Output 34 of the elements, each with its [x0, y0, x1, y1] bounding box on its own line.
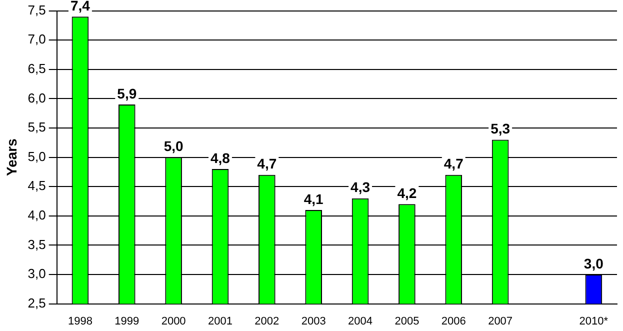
- y-tick-label: 5,0: [28, 148, 46, 164]
- y-tick-label: 3,0: [28, 266, 46, 282]
- data-label: 4,8: [210, 150, 230, 166]
- data-label: 7,4: [70, 0, 90, 14]
- y-tick-label: 2,5: [28, 295, 46, 310]
- data-label: 4,7: [444, 156, 464, 172]
- x-tick-label: 2001: [208, 315, 232, 328]
- x-tick-label: 1998: [68, 315, 92, 328]
- y-tick-label: 4,5: [28, 178, 46, 194]
- x-tick-label: 2004: [348, 315, 373, 328]
- x-tick-label: 1999: [114, 315, 140, 328]
- data-label: 5,0: [164, 138, 184, 154]
- data-label: 5,9: [117, 85, 137, 102]
- x-tick-label: 2007: [488, 315, 513, 328]
- y-tick-label: 3,5: [28, 236, 46, 252]
- x-tick-label: 2005: [394, 315, 420, 328]
- data-label: 4,7: [257, 156, 277, 172]
- y-tick-label: 5,5: [28, 120, 46, 135]
- y-tick-label: 6,5: [28, 60, 46, 76]
- y-tick-label: 4,0: [28, 207, 46, 222]
- y-tick-label: 7,0: [28, 32, 46, 47]
- y-axis-title: Years: [3, 138, 20, 176]
- x-tick-label: 2002: [254, 315, 280, 328]
- x-tick-label: 2003: [301, 315, 326, 328]
- data-label: 4,1: [304, 190, 324, 207]
- data-label: 4,2: [397, 185, 417, 202]
- data-label: 4,3: [350, 179, 370, 196]
- y-tick-label: 6,0: [28, 90, 46, 106]
- data-label: 5,3: [490, 120, 510, 137]
- data-label: 3,0: [584, 255, 604, 272]
- x-tick-label: 2006: [441, 315, 466, 328]
- x-tick-label: 2000: [161, 315, 186, 328]
- y-tick-label: 7,5: [28, 2, 46, 18]
- x-tick-label: 2010*: [579, 315, 609, 328]
